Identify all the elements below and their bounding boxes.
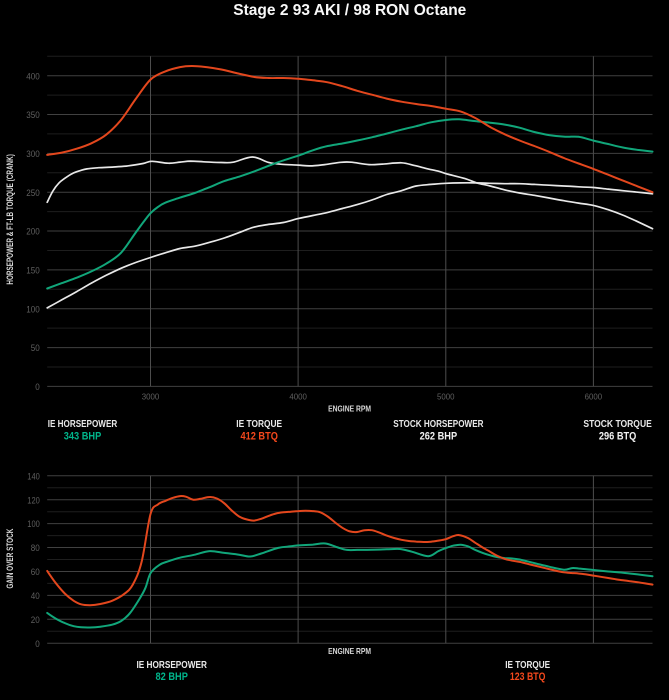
svg-text:ENGINE RPM: ENGINE RPM xyxy=(328,646,371,656)
svg-text:400: 400 xyxy=(26,71,40,82)
svg-text:IE HORSEPOWER: IE HORSEPOWER xyxy=(136,660,207,671)
svg-text:60: 60 xyxy=(31,567,40,578)
svg-text:80: 80 xyxy=(31,543,40,554)
svg-text:4000: 4000 xyxy=(289,391,307,401)
svg-text:100: 100 xyxy=(26,304,40,315)
svg-text:50: 50 xyxy=(31,343,40,354)
svg-text:5000: 5000 xyxy=(437,391,455,401)
svg-text:IE HORSEPOWER: IE HORSEPOWER xyxy=(48,419,118,430)
svg-text:140: 140 xyxy=(27,471,40,482)
svg-text:300: 300 xyxy=(26,149,40,160)
svg-text:6000: 6000 xyxy=(585,391,603,401)
svg-text:250: 250 xyxy=(26,188,40,199)
svg-text:20: 20 xyxy=(31,615,40,626)
svg-text:3000: 3000 xyxy=(142,391,160,401)
svg-text:0: 0 xyxy=(35,639,40,650)
svg-text:200: 200 xyxy=(26,227,40,238)
svg-text:GAIN OVER STOCK: GAIN OVER STOCK xyxy=(5,529,16,589)
svg-text:STOCK TORQUE: STOCK TORQUE xyxy=(583,419,652,430)
svg-text:150: 150 xyxy=(26,266,40,277)
svg-text:IE TORQUE: IE TORQUE xyxy=(236,419,282,430)
svg-text:82 BHP: 82 BHP xyxy=(156,671,188,683)
svg-text:120: 120 xyxy=(27,495,40,506)
svg-text:343 BHP: 343 BHP xyxy=(64,430,102,442)
svg-text:0: 0 xyxy=(35,382,40,393)
svg-text:40: 40 xyxy=(31,591,40,602)
svg-text:412 BTQ: 412 BTQ xyxy=(240,430,278,442)
svg-text:296 BTQ: 296 BTQ xyxy=(599,430,637,442)
svg-text:100: 100 xyxy=(27,519,40,530)
svg-text:123 BTQ: 123 BTQ xyxy=(510,671,546,683)
svg-text:Stage 2 93 AKI / 98 RON Octane: Stage 2 93 AKI / 98 RON Octane xyxy=(233,2,466,19)
svg-text:IE TORQUE: IE TORQUE xyxy=(505,660,550,671)
svg-text:350: 350 xyxy=(26,110,40,121)
svg-text:262 BHP: 262 BHP xyxy=(420,430,458,442)
svg-text:STOCK HORSEPOWER: STOCK HORSEPOWER xyxy=(393,419,484,430)
svg-text:ENGINE RPM: ENGINE RPM xyxy=(328,404,371,414)
svg-text:HORSEPOWER & FT-LB TORQUE (CRA: HORSEPOWER & FT-LB TORQUE (CRANK) xyxy=(5,154,16,285)
